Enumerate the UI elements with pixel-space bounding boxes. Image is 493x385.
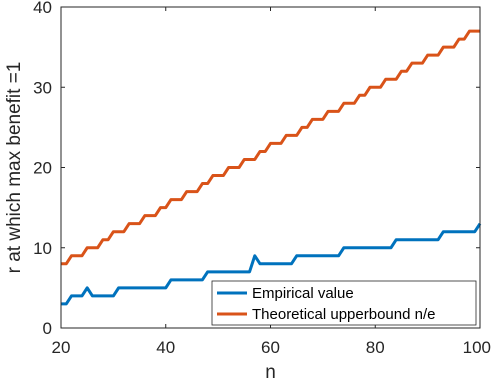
x-tick-label-3: 60: [261, 338, 280, 357]
x-axis-label: n: [265, 362, 276, 383]
legend-label-1: Empirical value: [252, 285, 354, 302]
series-layer: [61, 29, 482, 306]
legend-box: [211, 280, 477, 326]
y-tick-label-3: 20: [33, 159, 52, 178]
y-tick-label-5: 40: [33, 0, 52, 17]
y-tick-label-4: 30: [33, 78, 52, 97]
plot-area: [61, 7, 480, 328]
ticks-layer: 20 40 60 80 100 0 10 20 30 40: [33, 0, 491, 357]
x-tick-label-1: 20: [52, 338, 71, 357]
x-tick-label-5: 100: [463, 338, 491, 357]
series-line-2: [61, 29, 480, 266]
legend: Empirical value Theoretical upperbound n/…: [211, 280, 477, 326]
y-tick-label-1: 0: [43, 319, 52, 338]
y-axis-label: r at which max benefit =1: [4, 62, 25, 274]
legend-label-2: Theoretical upperbound n/e: [252, 306, 435, 323]
x-tick-label-4: 80: [366, 338, 385, 357]
y-tick-label-2: 10: [33, 239, 52, 258]
series-line-1: [61, 222, 482, 306]
x-tick-label-2: 40: [156, 338, 175, 357]
